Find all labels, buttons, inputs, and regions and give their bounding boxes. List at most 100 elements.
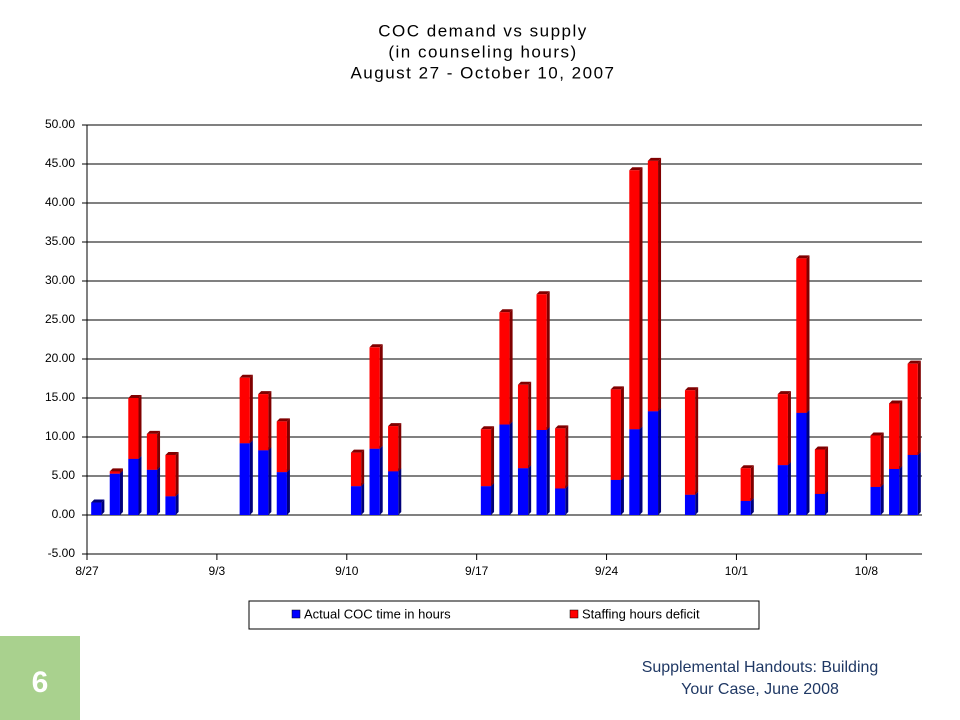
bar-side xyxy=(249,440,253,515)
bar xyxy=(276,418,290,473)
bar-top xyxy=(555,425,569,429)
bar-side xyxy=(639,167,643,430)
bar-face xyxy=(870,486,881,515)
bar-side xyxy=(379,344,383,449)
bar xyxy=(796,255,810,413)
bar xyxy=(239,374,253,444)
bar xyxy=(239,440,253,515)
bar-top xyxy=(480,426,495,430)
bar-face xyxy=(239,443,250,515)
bar-face xyxy=(517,468,529,515)
bar-face xyxy=(684,494,696,515)
bar xyxy=(889,400,903,469)
bar-side xyxy=(639,426,643,515)
bar xyxy=(647,408,662,515)
bar-top xyxy=(128,395,142,398)
y-tick-label: 50.00 xyxy=(45,117,75,131)
bar xyxy=(499,421,513,515)
bar-top xyxy=(796,255,810,259)
bar-face xyxy=(499,424,510,515)
bar-side xyxy=(787,391,791,466)
bar-side xyxy=(286,469,290,515)
bar xyxy=(276,469,290,515)
page-number: 6 xyxy=(32,666,49,699)
bar-face xyxy=(146,433,158,470)
bar xyxy=(647,157,662,412)
bar-face xyxy=(388,426,399,472)
bar-side xyxy=(157,430,161,470)
bar-top xyxy=(907,360,921,364)
bar-side xyxy=(361,483,365,515)
bar-top xyxy=(165,451,179,455)
y-tick-label: 0.00 xyxy=(52,507,76,521)
y-tick-label: -5.00 xyxy=(48,546,76,560)
y-tick-label: 25.00 xyxy=(45,312,75,326)
bar xyxy=(777,391,791,466)
bar xyxy=(91,499,105,515)
bar-face xyxy=(258,450,269,515)
bar-face xyxy=(555,488,566,515)
chart-title: August 27 - October 10, 2007 xyxy=(350,63,615,82)
bar-side xyxy=(101,499,105,515)
bar-top xyxy=(369,344,383,348)
bar-face xyxy=(740,468,751,501)
bar xyxy=(517,381,532,469)
bar-side xyxy=(119,468,123,474)
bar-face xyxy=(555,428,566,489)
bar xyxy=(369,445,383,515)
bar-top xyxy=(684,387,699,391)
bar-face xyxy=(388,471,399,515)
bar-face xyxy=(907,454,918,515)
y-tick-label: 30.00 xyxy=(45,273,75,287)
bar xyxy=(480,483,495,515)
legend-box xyxy=(248,600,760,630)
bar-face xyxy=(239,377,250,444)
bar-top xyxy=(610,386,624,390)
bar-side xyxy=(806,255,810,413)
bar-face xyxy=(369,347,380,449)
x-tick-label: 9/10 xyxy=(335,564,359,578)
bar xyxy=(369,344,383,449)
bar-side xyxy=(509,421,513,515)
bar-side xyxy=(899,465,903,515)
bar-side xyxy=(565,485,569,515)
bar-face xyxy=(109,471,120,474)
y-tick-label: 35.00 xyxy=(45,234,75,248)
legend-label: Staffing hours deficit xyxy=(582,606,700,621)
bar xyxy=(165,493,179,515)
bar xyxy=(388,468,402,515)
bar-face xyxy=(777,394,788,466)
page-number-box xyxy=(0,636,80,720)
bar-side xyxy=(565,425,569,489)
y-tick-label: 10.00 xyxy=(45,429,75,443)
bar-side xyxy=(750,465,754,501)
bar-side xyxy=(528,381,532,469)
bar xyxy=(740,465,754,501)
bar xyxy=(146,430,161,470)
bar xyxy=(146,466,161,515)
bar-side xyxy=(361,449,365,487)
x-tick-label: 9/3 xyxy=(209,564,226,578)
bar-face xyxy=(258,394,269,451)
bar-side xyxy=(157,466,161,515)
bar-face xyxy=(629,170,640,430)
bar-top xyxy=(517,381,532,385)
bar-face xyxy=(907,363,918,455)
bar xyxy=(684,491,699,515)
bar-side xyxy=(787,462,791,515)
x-tick-label: 9/24 xyxy=(595,564,619,578)
bar-side xyxy=(175,451,179,497)
bar-side xyxy=(268,447,272,515)
bar-side xyxy=(249,374,253,444)
bar-face xyxy=(350,452,362,487)
bar-face xyxy=(647,160,659,412)
y-tick-label: 5.00 xyxy=(52,468,76,482)
bar-face xyxy=(480,429,492,487)
bar-side xyxy=(528,465,532,515)
bar-side xyxy=(398,423,402,472)
bar-side xyxy=(899,400,903,469)
legend-label: Actual COC time in hours xyxy=(304,606,451,621)
bar xyxy=(499,309,513,425)
bar-face xyxy=(536,429,547,515)
bar-side xyxy=(138,455,142,515)
